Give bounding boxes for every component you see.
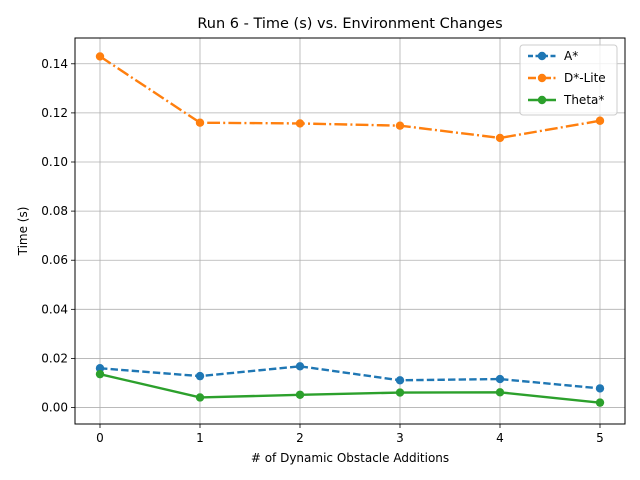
y-tick-label: 0.12 xyxy=(41,106,68,120)
series-lines xyxy=(95,52,605,407)
x-axis-label: # of Dynamic Obstacle Additions xyxy=(251,451,449,465)
y-tick-label: 0.02 xyxy=(41,351,68,365)
axis-ticks: 0 1 2 3 4 5 0.00 0.02 0.04 0.06 0.08 0.10 0.12 0.14 xyxy=(41,57,604,445)
y-tick-label: 0.06 xyxy=(41,253,68,267)
data-point-d-lite xyxy=(195,118,205,127)
legend-marker-a xyxy=(537,51,547,61)
x-tick-label: 3 xyxy=(396,431,404,445)
data-point-a xyxy=(295,362,305,371)
y-tick-label: 0.14 xyxy=(41,57,68,71)
legend-label-d-lite: D*-Lite xyxy=(564,71,606,85)
data-point-a xyxy=(595,384,605,393)
y-tick-label: 0.00 xyxy=(41,401,68,415)
x-tick-label: 2 xyxy=(296,431,304,445)
grid-lines xyxy=(75,38,625,424)
plot-frame xyxy=(74,37,626,425)
y-tick-label: 0.10 xyxy=(41,155,68,169)
data-point-a xyxy=(95,364,105,373)
data-point-theta xyxy=(495,388,505,397)
data-point-theta xyxy=(295,390,305,399)
data-point-theta xyxy=(395,388,405,397)
chart-title: Run 6 - Time (s) vs. Environment Changes xyxy=(197,16,502,32)
data-point-theta xyxy=(95,369,105,379)
data-point-a xyxy=(495,374,505,384)
y-tick-label: 0.08 xyxy=(41,204,68,218)
y-tick-label: 0.04 xyxy=(41,302,68,316)
series-line-theta xyxy=(99,372,601,404)
legend-marker-d-lite xyxy=(537,73,547,83)
data-point-d-lite xyxy=(595,116,605,125)
data-point-a xyxy=(195,371,205,381)
data-point-d-lite xyxy=(295,119,305,128)
legend: A* D*-Lite Theta* xyxy=(519,44,618,116)
x-tick-label: 5 xyxy=(596,431,604,445)
data-point-d-lite xyxy=(395,121,405,130)
x-tick-label: 0 xyxy=(96,431,104,445)
data-point-a xyxy=(395,376,405,385)
data-point-d-lite xyxy=(95,52,105,61)
data-point-theta xyxy=(595,398,605,407)
legend-label-theta: Theta* xyxy=(563,93,604,107)
y-axis-label: Time (s) xyxy=(16,207,30,257)
legend-marker-theta xyxy=(537,95,547,105)
series-line-a xyxy=(99,365,601,390)
data-point-theta xyxy=(195,393,205,402)
legend-label-a: A* xyxy=(564,49,578,63)
x-tick-label: 4 xyxy=(496,431,504,445)
x-tick-label: 1 xyxy=(196,431,204,445)
data-point-d-lite xyxy=(495,133,505,143)
